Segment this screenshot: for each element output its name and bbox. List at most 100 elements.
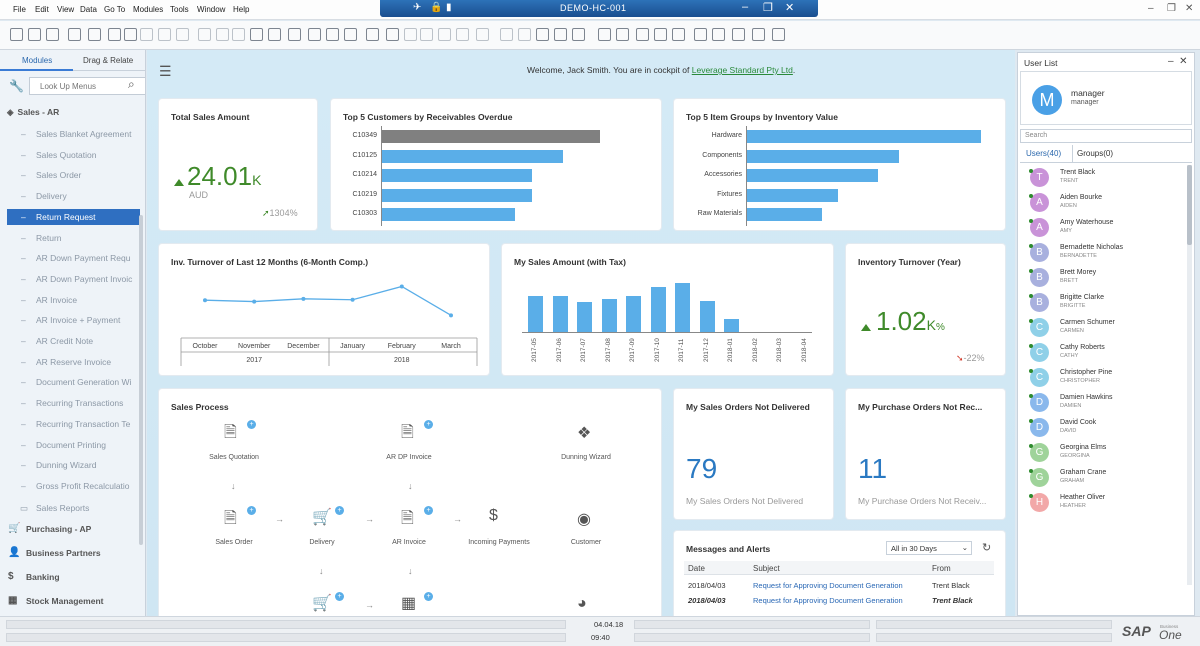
tab-modules[interactable]: Modules (22, 56, 53, 65)
toolbar-button-icon[interactable] (10, 28, 23, 41)
toolbar-button-icon[interactable] (176, 28, 189, 41)
user-avatar[interactable]: C (1030, 368, 1049, 387)
toolbar-button-icon[interactable] (250, 28, 263, 41)
toolbar-button-icon[interactable] (500, 28, 513, 41)
menu-search-input[interactable] (29, 77, 145, 95)
cart-icon[interactable]: 🛒 (312, 595, 332, 612)
user-avatar[interactable]: T (1030, 168, 1049, 187)
toolbar-button-icon[interactable] (288, 28, 301, 41)
restore-icon[interactable]: ❐ (763, 2, 773, 14)
add-badge-icon[interactable]: + (335, 506, 344, 515)
card-sales-orders-not-delivered[interactable]: My Sales Orders Not Delivered 79 My Sale… (674, 389, 833, 519)
toolbar-button-icon[interactable] (476, 28, 489, 41)
module-item[interactable]: – Return (0, 230, 140, 246)
bar[interactable] (699, 300, 715, 332)
column-subject[interactable]: Subject (753, 564, 780, 573)
toolbar-button-icon[interactable] (712, 28, 725, 41)
bar[interactable] (382, 208, 515, 221)
bar[interactable] (601, 299, 617, 332)
module-item[interactable]: – Delivery (0, 188, 140, 204)
user-row[interactable]: G Georgina Elms GEORGINA (1020, 440, 1186, 465)
user-avatar[interactable]: D (1030, 393, 1049, 412)
user-row[interactable]: T Trent Black TRENT (1020, 165, 1186, 190)
toolbar-button-icon[interactable] (28, 28, 41, 41)
message-subject-link[interactable]: Request for Approving Document Generatio… (753, 581, 903, 590)
toolbar-button-icon[interactable] (694, 28, 707, 41)
search-icon[interactable]: ⌕ (128, 77, 135, 91)
wrench-icon[interactable]: 🔧 (9, 79, 24, 93)
bar[interactable] (382, 169, 533, 182)
module-item[interactable]: – AR Reserve Invoice (0, 354, 140, 370)
dunning-icon[interactable]: ❖ (577, 425, 592, 442)
menu-edit[interactable]: Edit (35, 5, 49, 14)
module-item[interactable]: – AR Credit Note (0, 333, 140, 349)
doc-close-icon[interactable]: ✕ (1185, 3, 1194, 14)
toolbar-button-icon[interactable] (636, 28, 649, 41)
module-item[interactable]: – AR Down Payment Invoic (0, 271, 140, 287)
menu-view[interactable]: View (57, 5, 75, 14)
toolbar-button-icon[interactable] (344, 28, 357, 41)
toolbar-button-icon[interactable] (598, 28, 611, 41)
pin-icon[interactable]: ✈ (413, 2, 422, 13)
minimize-icon[interactable]: – (1168, 56, 1174, 67)
add-badge-icon[interactable]: + (247, 506, 256, 515)
toolbar-button-icon[interactable] (654, 28, 667, 41)
add-badge-icon[interactable]: + (424, 506, 433, 515)
column-date[interactable]: Date (688, 564, 705, 573)
user-row[interactable]: B Bernadette Nicholas BERNADETTE (1020, 240, 1186, 265)
doc-minimize-icon[interactable]: – (1148, 3, 1154, 14)
add-badge-icon[interactable]: + (424, 420, 433, 429)
bar[interactable] (382, 130, 600, 143)
data-point[interactable] (350, 297, 355, 302)
module-purchasing[interactable]: 🛒 Purchasing - AP (0, 520, 140, 538)
bar[interactable] (747, 208, 822, 221)
module-item[interactable]: – Dunning Wizard (0, 457, 140, 473)
user-avatar[interactable]: C (1030, 343, 1049, 362)
user-avatar[interactable]: G (1030, 443, 1049, 462)
user-row[interactable]: A Aiden Bourke AIDEN (1020, 190, 1186, 215)
menu-data[interactable]: Data (80, 5, 97, 14)
toolbar-button-icon[interactable] (158, 28, 171, 41)
user-avatar[interactable]: C (1030, 318, 1049, 337)
toolbar-button-icon[interactable] (232, 28, 245, 41)
messages-filter-select[interactable]: All in 30 Days ⌄ (886, 541, 972, 555)
pie-chart-icon[interactable]: ◕ (577, 595, 587, 612)
menu-goto[interactable]: Go To (104, 5, 126, 14)
module-item[interactable]: – Gross Profit Recalculatio (0, 478, 140, 494)
user-avatar[interactable]: B (1030, 268, 1049, 287)
message-subject-link[interactable]: Request for Approving Document Generatio… (753, 596, 903, 605)
toolbar-button-icon[interactable] (386, 28, 399, 41)
module-item[interactable]: – AR Down Payment Requ (0, 250, 140, 266)
user-avatar[interactable]: D (1030, 418, 1049, 437)
calendar-doc-icon[interactable]: ▦ (401, 595, 417, 612)
user-avatar[interactable]: G (1030, 468, 1049, 487)
current-user-avatar[interactable]: M (1032, 85, 1062, 115)
user-row[interactable]: D Damien Hawkins DAMIEN (1020, 390, 1186, 415)
add-badge-icon[interactable]: + (424, 592, 433, 601)
doc-restore-icon[interactable]: ❐ (1167, 3, 1176, 14)
module-business-partners[interactable]: 👤 Business Partners (0, 544, 140, 562)
toolbar-button-icon[interactable] (68, 28, 81, 41)
module-item[interactable]: – Recurring Transactions (0, 395, 140, 411)
toolbar-button-icon[interactable] (404, 28, 417, 41)
user-row[interactable]: C Christopher Pine CHRISTOPHER (1020, 365, 1186, 390)
module-stock-management[interactable]: ▦ Stock Management (0, 592, 140, 610)
toolbar-button-icon[interactable] (752, 28, 765, 41)
menu-help[interactable]: Help (233, 5, 250, 14)
close-icon[interactable]: ✕ (1179, 56, 1188, 67)
bar[interactable] (747, 149, 900, 163)
module-item[interactable]: – Return Request (7, 208, 140, 225)
menu-window[interactable]: Window (197, 5, 226, 14)
bar[interactable] (626, 296, 641, 332)
sales-order-doc-icon[interactable]: 🗎 (224, 510, 237, 527)
bar[interactable] (675, 282, 690, 332)
lock-icon[interactable]: 🔒 (430, 2, 443, 13)
toolbar-button-icon[interactable] (140, 28, 153, 41)
cart-icon[interactable]: 🛒 (312, 509, 332, 526)
toolbar-button-icon[interactable] (198, 28, 211, 41)
module-item[interactable]: – Sales Blanket Agreement (0, 126, 140, 142)
toolbar-button-icon[interactable] (572, 28, 585, 41)
tab-drag-relate[interactable]: Drag & Relate (83, 56, 134, 65)
scroll-thumb[interactable] (1187, 165, 1192, 245)
user-avatar[interactable]: H (1030, 493, 1049, 512)
